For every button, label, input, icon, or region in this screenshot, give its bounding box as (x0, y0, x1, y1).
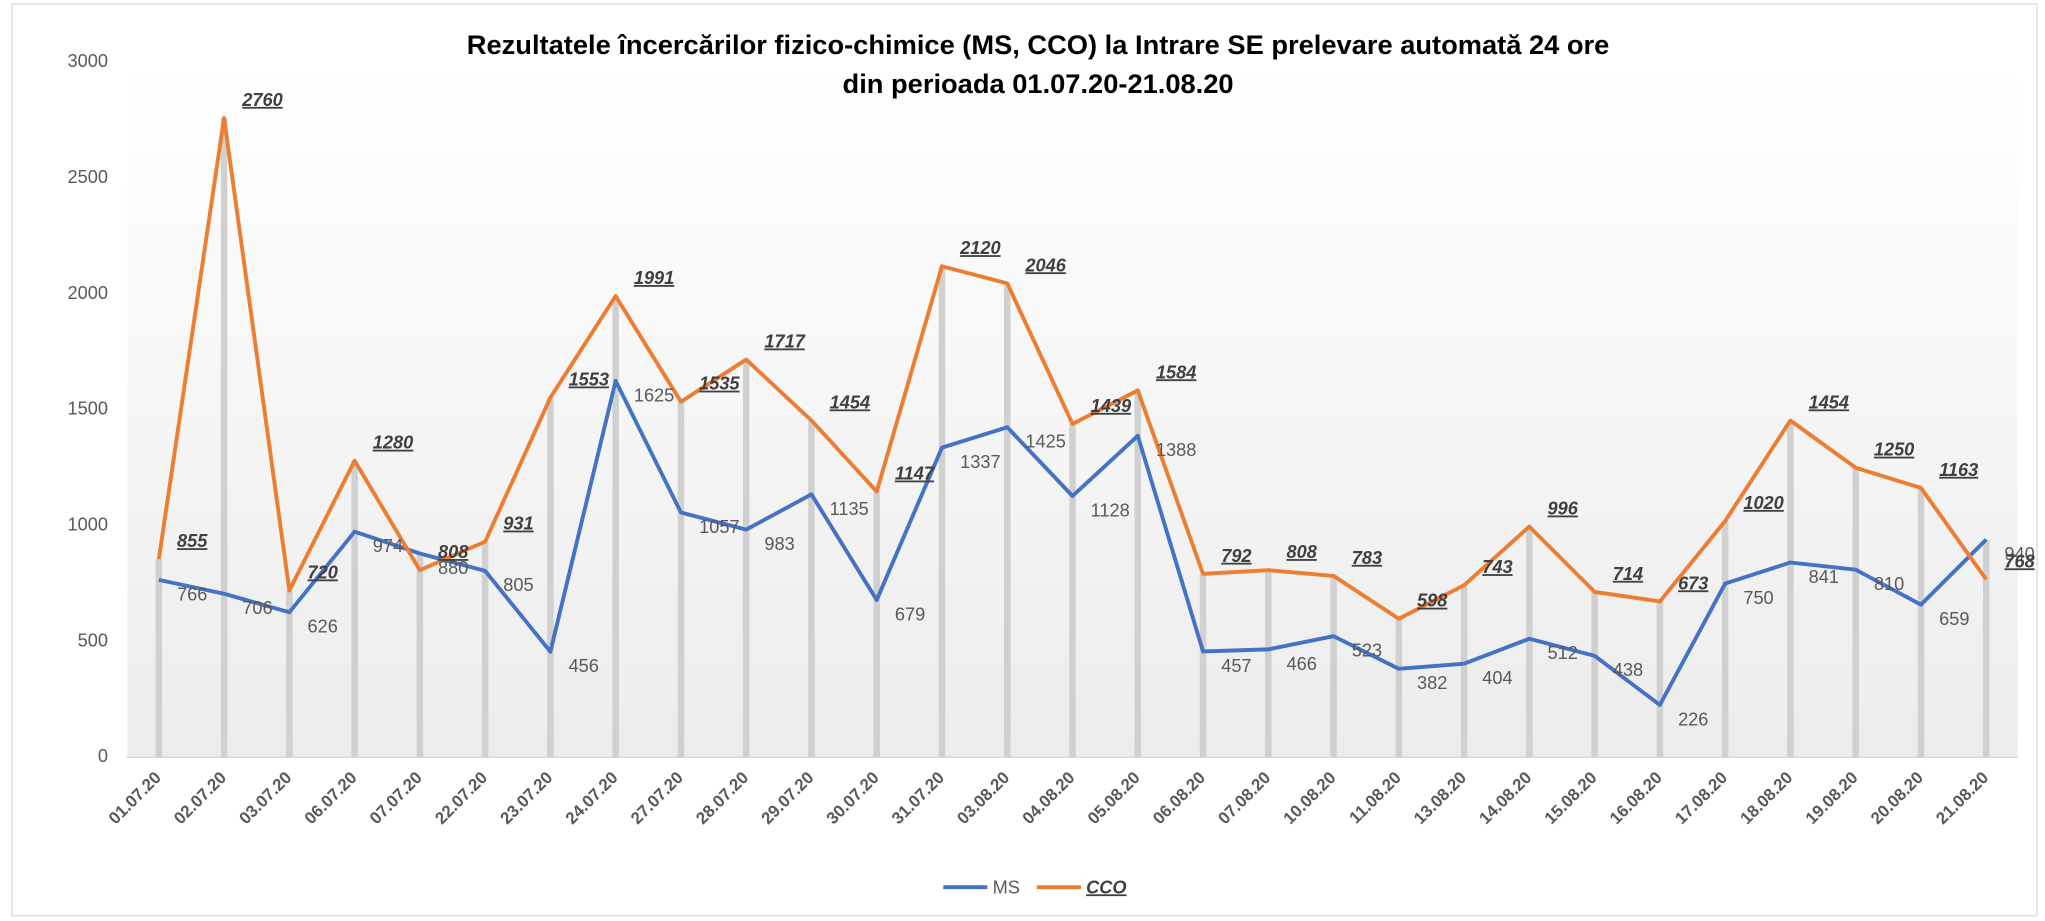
y-tick-label: 3000 (68, 51, 108, 71)
data-label: 523 (1352, 641, 1382, 661)
data-label: 1553 (569, 369, 609, 389)
legend-label: CCO (1086, 877, 1126, 897)
data-label: 940 (2004, 544, 2034, 564)
data-label: 1147 (895, 464, 935, 484)
y-tick-label: 2000 (68, 283, 108, 303)
data-label: 1439 (1091, 396, 1132, 416)
data-label: 679 (895, 604, 925, 624)
data-label: 1135 (830, 499, 869, 519)
data-label: 1425 (1025, 432, 1065, 452)
data-label: 805 (503, 575, 533, 595)
data-label: 974 (373, 536, 403, 556)
data-label: 783 (1352, 548, 1382, 568)
data-label: 768 (2004, 551, 2035, 571)
y-tick-label: 1500 (68, 399, 108, 419)
data-label: 706 (242, 598, 272, 618)
data-label: 855 (177, 531, 208, 551)
y-tick-label: 500 (78, 630, 108, 650)
data-label: 1128 (1091, 500, 1130, 520)
data-label: 2120 (959, 238, 1000, 258)
data-label: 512 (1548, 643, 1578, 663)
data-label: 2760 (241, 90, 282, 110)
data-label: 792 (1221, 546, 1251, 566)
data-label: 1057 (699, 517, 739, 537)
data-label: 1717 (764, 331, 805, 351)
data-label: 382 (1417, 673, 1447, 693)
y-tick-label: 2500 (68, 167, 108, 187)
chart-title: Rezultatele încercărilor fizico-chimice … (467, 29, 1610, 60)
data-label: 466 (1286, 654, 1316, 674)
data-label: 1337 (960, 452, 1000, 472)
data-label: 880 (438, 558, 468, 578)
data-label: 1250 (1874, 440, 1914, 460)
data-label: 983 (764, 534, 794, 554)
data-label: 766 (177, 584, 207, 604)
data-label: 714 (1613, 564, 1643, 584)
data-label: 1454 (830, 392, 870, 412)
data-label: 626 (308, 617, 338, 637)
data-label: 598 (1417, 591, 1448, 611)
data-label: 931 (503, 514, 533, 534)
data-label: 808 (1286, 542, 1317, 562)
data-label: 1454 (1809, 392, 1849, 412)
data-label: 1535 (699, 374, 740, 394)
data-label: 841 (1809, 567, 1839, 587)
data-label: 1625 (634, 385, 674, 405)
data-label: 456 (569, 656, 599, 676)
data-label: 438 (1613, 660, 1643, 680)
data-label: 720 (308, 562, 338, 582)
y-tick-label: 1000 (68, 514, 108, 534)
data-label: 810 (1874, 574, 1904, 594)
data-label: 1020 (1743, 493, 1783, 513)
data-label: 2046 (1024, 255, 1066, 275)
data-label: 1584 (1156, 362, 1196, 382)
data-label: 750 (1743, 588, 1773, 608)
data-label: 1280 (373, 433, 413, 453)
data-label: 673 (1678, 573, 1708, 593)
data-label: 226 (1678, 709, 1708, 729)
series-line (158, 378, 1988, 707)
data-label: 743 (1482, 557, 1512, 577)
data-label: 996 (1548, 499, 1579, 519)
y-tick-label: 0 (98, 746, 108, 766)
data-label: 404 (1482, 668, 1512, 688)
series-line (156, 116, 1988, 621)
data-label: 1163 (1939, 460, 1978, 480)
chart-title: din perioada 01.07.20-21.08.20 (843, 68, 1234, 99)
data-label: 1991 (634, 268, 674, 288)
data-label: 1388 (1156, 440, 1196, 460)
legend-label: MS (993, 877, 1020, 897)
data-label: 659 (1939, 609, 1969, 629)
data-label: 808 (438, 542, 469, 562)
data-label: 457 (1221, 656, 1251, 676)
